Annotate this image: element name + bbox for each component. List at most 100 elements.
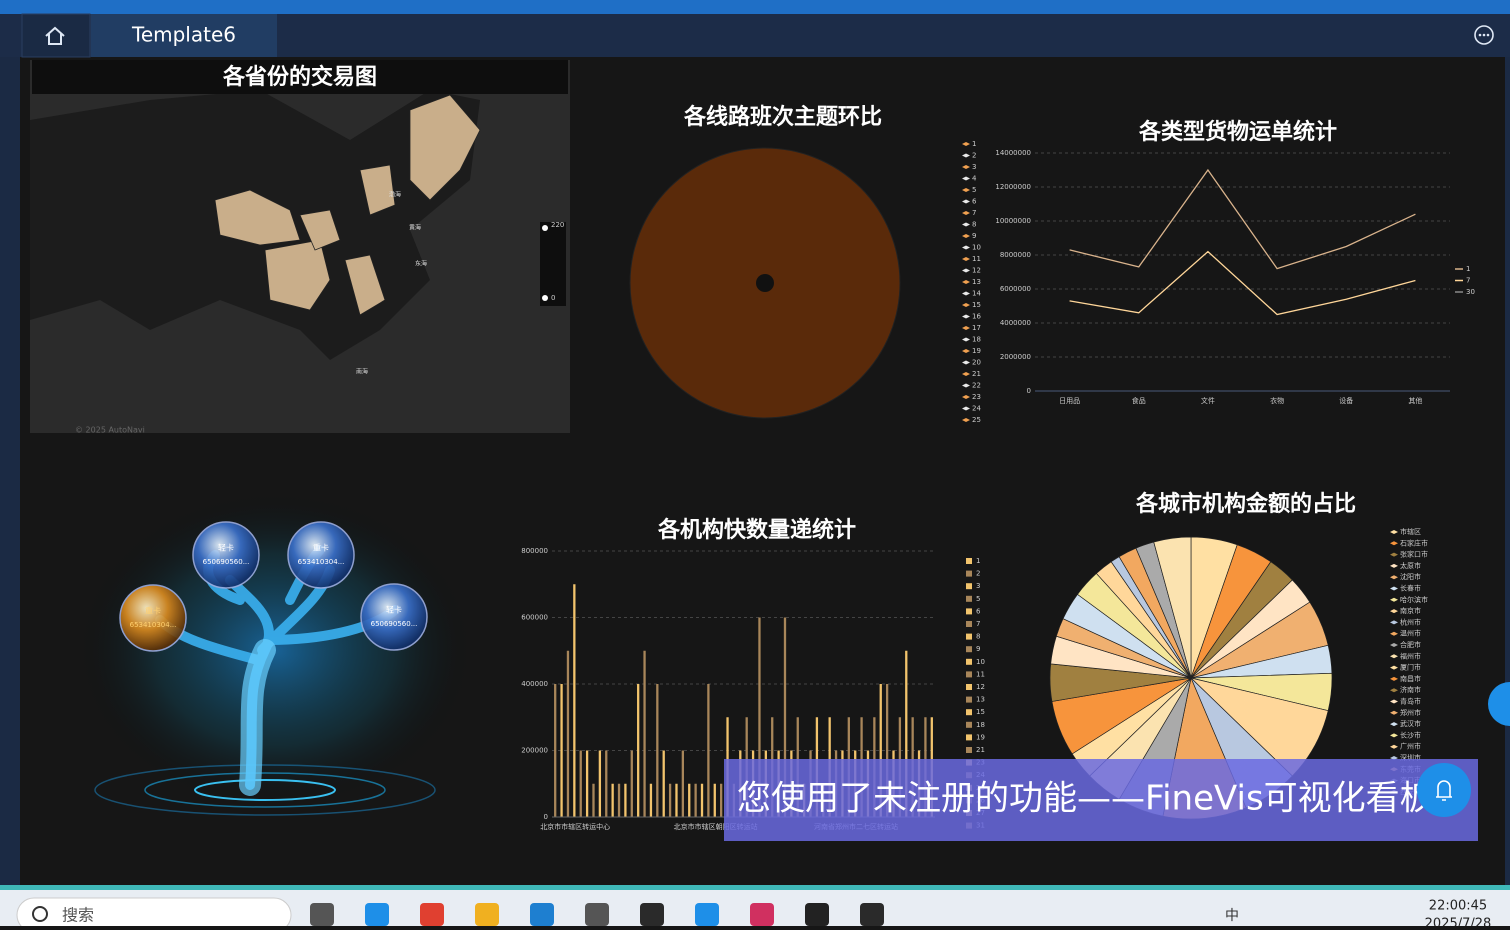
bar: [611, 783, 614, 817]
legend-label: 17: [972, 324, 981, 332]
legend-label: 厦门市: [1400, 663, 1421, 672]
bar: [694, 783, 697, 817]
help-button[interactable]: [1488, 682, 1510, 726]
tree-node: [192, 521, 260, 589]
legend-label: 20: [972, 359, 981, 367]
legend-label: 1: [1466, 265, 1470, 273]
legend-label: 哈尔滨市: [1400, 595, 1428, 604]
series-line: [1069, 250, 1416, 316]
tree-node: [287, 521, 355, 589]
bar: [879, 684, 882, 817]
y-tick-label: 800000: [521, 547, 548, 555]
x-tick-label: 日用品: [1059, 397, 1080, 405]
legend-label: 杭州市: [1400, 617, 1421, 626]
legend-icon: [966, 684, 972, 690]
tab-title: Template6: [131, 23, 236, 47]
more-button[interactable]: [1474, 25, 1494, 45]
province: [359, 164, 396, 216]
y-tick-label: 2000000: [1000, 353, 1031, 361]
taskbar-app[interactable]: [365, 903, 389, 926]
legend-icon: [962, 395, 970, 399]
taskbar-app[interactable]: [475, 903, 499, 926]
visual-map-min: 0: [551, 294, 555, 302]
bar: [783, 617, 787, 817]
legend-label: 长春市: [1400, 584, 1421, 593]
bar: [592, 783, 595, 817]
bar: [624, 783, 627, 817]
legend-icon: [962, 406, 970, 411]
legend-icon: [1390, 722, 1398, 727]
taskbar-app[interactable]: [805, 903, 829, 926]
chart-title: 各类型货物运单统计: [1138, 119, 1337, 145]
legend-icon: [966, 595, 972, 602]
taskbar-app[interactable]: [860, 903, 884, 926]
map-label: 黄海: [409, 224, 421, 232]
tab[interactable]: [91, 14, 277, 57]
province: [264, 239, 331, 311]
y-tick-label: 0: [544, 813, 548, 821]
legend-icon: [1390, 676, 1398, 681]
bar: [905, 650, 908, 817]
legend-label: 青岛市: [1400, 697, 1421, 706]
legend-icon: [1390, 541, 1398, 546]
taskbar-app[interactable]: [310, 903, 334, 926]
visual-map-max: 220: [551, 221, 564, 229]
bar: [885, 684, 889, 817]
search-box[interactable]: [16, 897, 292, 930]
legend-icon: [966, 671, 972, 678]
banner-message: 您使用了未注册的功能——FineVis可视化看板: [737, 779, 1434, 819]
map-label: 渤海: [389, 191, 401, 199]
y-tick-label: 600000: [521, 614, 548, 622]
taskbar-app[interactable]: [640, 903, 664, 926]
bar: [617, 783, 621, 817]
province: [344, 254, 386, 316]
legend-label: 太原市: [1400, 561, 1421, 570]
legend-label: 14: [972, 290, 981, 298]
legend-icon: [962, 199, 970, 204]
bell-button[interactable]: [1417, 763, 1471, 817]
legend-label: 1: [972, 140, 976, 148]
legend-label: 8: [976, 633, 980, 641]
side-strip: [1505, 57, 1510, 887]
bar: [643, 650, 646, 817]
legend-label: 张家口市: [1400, 550, 1428, 559]
legend-label: 福州市: [1400, 651, 1421, 660]
home-button[interactable]: [21, 13, 91, 58]
legend-icon: [1390, 597, 1398, 602]
legend-icon: [1390, 631, 1398, 636]
legend-icon: [966, 608, 972, 615]
legend-label: 19: [976, 733, 985, 741]
bar: [656, 684, 659, 817]
taskbar-app[interactable]: [750, 903, 774, 926]
legend-label: 13: [976, 696, 985, 704]
node-kind: 重卡: [313, 543, 329, 553]
legend-icon: [962, 234, 970, 238]
legend-label: 深圳市: [1400, 753, 1421, 762]
taskbar-app[interactable]: [695, 903, 719, 926]
taskbar-app[interactable]: [585, 903, 609, 926]
legend-label: 23: [972, 393, 981, 401]
bar: [637, 684, 640, 817]
taskbar-app[interactable]: [420, 903, 444, 926]
x-tick-label: 其他: [1408, 396, 1422, 405]
legend-label: 9: [972, 232, 976, 240]
legend-label: 5: [976, 595, 980, 603]
legend-icon: [1390, 552, 1398, 557]
legend-label: 18: [972, 336, 981, 344]
taskbar-app[interactable]: [530, 903, 554, 926]
home-icon: [45, 26, 65, 45]
chart-title: 各线路班次主题环比: [683, 104, 882, 130]
bar: [662, 750, 665, 817]
y-tick-label: 4000000: [1000, 319, 1031, 327]
legend-icon: [966, 721, 972, 728]
clock-date: 2025/7/28: [1425, 917, 1492, 927]
legend-icon: [1390, 654, 1398, 659]
attribution: © 2025 AutoNavi: [75, 426, 145, 435]
legend-icon: [966, 558, 972, 564]
bar: [554, 684, 557, 817]
legend-label: 15: [976, 708, 985, 716]
node-kind: 轻卡: [218, 543, 234, 553]
side-strip: [0, 57, 20, 887]
